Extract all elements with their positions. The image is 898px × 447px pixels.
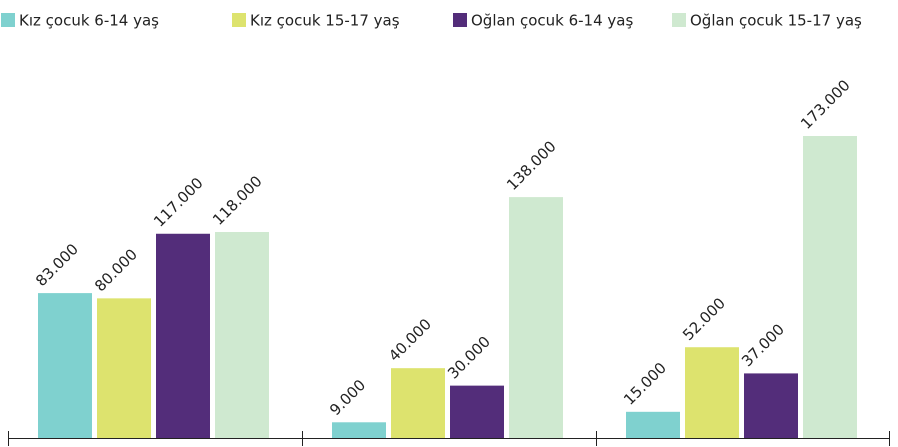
bar bbox=[215, 232, 269, 438]
bar bbox=[626, 411, 680, 438]
bar bbox=[509, 197, 563, 438]
data-label: 30.000 bbox=[444, 333, 494, 383]
bar bbox=[450, 385, 504, 438]
legend-label: Oğlan çocuk 6-14 yaş bbox=[471, 12, 633, 30]
data-label: 37.000 bbox=[738, 320, 788, 370]
bar bbox=[38, 293, 92, 438]
data-label: 9.000 bbox=[326, 376, 369, 419]
data-label: 80.000 bbox=[91, 245, 141, 295]
data-label: 40.000 bbox=[385, 315, 435, 365]
legend: Kız çocuk 6-14 yaş Kız çocuk 15-17 yaş Oğl… bbox=[1, 12, 862, 30]
bar bbox=[685, 347, 739, 438]
legend-swatch bbox=[232, 13, 246, 27]
bar bbox=[156, 233, 210, 438]
bar bbox=[744, 373, 798, 438]
legend-swatch bbox=[453, 13, 467, 27]
data-label: 118.000 bbox=[209, 172, 266, 229]
legend-label: Kız çocuk 15-17 yaş bbox=[250, 12, 400, 30]
bar bbox=[391, 368, 445, 438]
data-label: 138.000 bbox=[503, 137, 560, 194]
data-label: 52.000 bbox=[679, 294, 729, 344]
data-label: 83.000 bbox=[32, 240, 82, 290]
legend-swatch bbox=[672, 13, 686, 27]
data-label: 15.000 bbox=[620, 359, 670, 409]
legend-label: Oğlan çocuk 15-17 yaş bbox=[690, 12, 862, 30]
bar bbox=[97, 298, 151, 438]
data-label: 173.000 bbox=[797, 76, 854, 133]
legend-label: Kız çocuk 6-14 yaş bbox=[19, 12, 159, 30]
data-label: 117.000 bbox=[150, 174, 207, 231]
legend-swatch bbox=[1, 13, 15, 27]
bar bbox=[803, 136, 857, 438]
bar bbox=[332, 422, 386, 438]
